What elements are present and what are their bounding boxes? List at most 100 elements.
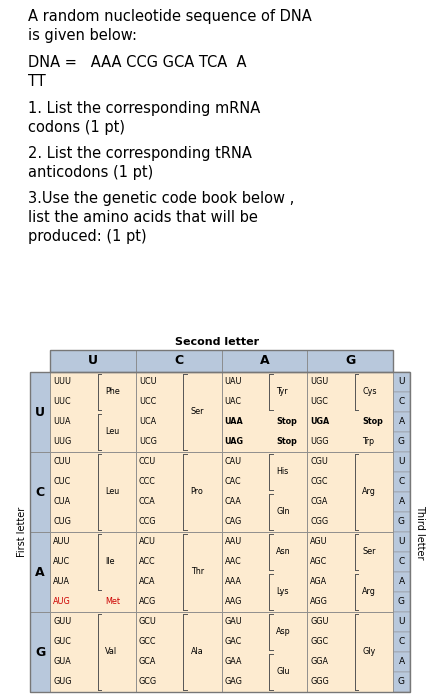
Text: AGC: AGC [310, 557, 328, 566]
Text: Gly: Gly [362, 648, 375, 657]
Text: GCU: GCU [139, 617, 157, 626]
Text: Glu: Glu [276, 668, 290, 676]
Text: Val: Val [105, 648, 117, 657]
Text: UCA: UCA [139, 417, 156, 426]
Text: UCG: UCG [139, 438, 157, 447]
Bar [221, 372, 307, 452]
Text: GUA: GUA [53, 657, 71, 666]
Bar [393, 472, 410, 492]
Text: AAA: AAA [224, 578, 241, 587]
Bar [50, 612, 136, 692]
Bar [136, 612, 221, 692]
Text: U: U [398, 617, 405, 626]
Text: Ala: Ala [191, 648, 204, 657]
Text: Leu: Leu [105, 487, 119, 496]
Text: UUC: UUC [53, 398, 71, 407]
Text: A: A [398, 498, 404, 507]
Bar [393, 412, 410, 432]
Text: CUU: CUU [53, 458, 71, 466]
Text: C: C [398, 638, 404, 647]
Text: Trp: Trp [362, 438, 374, 447]
Text: ACC: ACC [139, 557, 155, 566]
Text: GGU: GGU [310, 617, 329, 626]
Bar [221, 452, 307, 532]
Text: Stop: Stop [276, 438, 297, 447]
Text: CCC: CCC [139, 477, 156, 486]
Text: codons (1 pt): codons (1 pt) [28, 120, 125, 135]
Text: anticodons (1 pt): anticodons (1 pt) [28, 165, 153, 180]
Text: Thr: Thr [191, 568, 204, 577]
Text: 3.Use the genetic code book below ,: 3.Use the genetic code book below , [28, 191, 294, 206]
Text: UCU: UCU [139, 377, 156, 386]
Text: TT: TT [28, 74, 46, 89]
Text: A: A [260, 354, 269, 368]
Text: UUU: UUU [53, 377, 71, 386]
Bar [393, 592, 410, 612]
Bar [30, 372, 410, 692]
Text: UGC: UGC [310, 398, 328, 407]
Text: U: U [398, 458, 405, 466]
Text: GAC: GAC [224, 638, 242, 647]
Text: GAU: GAU [224, 617, 242, 626]
Text: UUA: UUA [53, 417, 70, 426]
Text: AAU: AAU [224, 538, 242, 547]
Text: G: G [398, 438, 405, 447]
Text: A random nucleotide sequence of DNA: A random nucleotide sequence of DNA [28, 9, 312, 24]
Bar [393, 452, 410, 472]
Bar [393, 492, 410, 512]
Text: GGA: GGA [310, 657, 328, 666]
Text: G: G [398, 598, 405, 606]
Bar [307, 452, 393, 532]
Text: 1. List the corresponding mRNA: 1. List the corresponding mRNA [28, 101, 260, 116]
Bar [393, 392, 410, 412]
Text: is given below:: is given below: [28, 28, 137, 43]
Bar [136, 350, 221, 372]
Text: C: C [398, 477, 404, 486]
Bar [30, 612, 50, 692]
Text: GAA: GAA [224, 657, 242, 666]
Text: AGU: AGU [310, 538, 328, 547]
Text: AUA: AUA [53, 578, 70, 587]
Text: UUG: UUG [53, 438, 71, 447]
Text: Arg: Arg [362, 487, 376, 496]
Text: AUU: AUU [53, 538, 70, 547]
Text: A: A [398, 657, 404, 666]
Bar [393, 612, 410, 632]
Text: Arg: Arg [362, 587, 376, 596]
Text: Met: Met [105, 598, 120, 606]
Bar [30, 452, 50, 532]
Text: UAA: UAA [224, 417, 243, 426]
Text: UAG: UAG [224, 438, 243, 447]
Bar [221, 532, 307, 612]
Bar [136, 532, 221, 612]
Text: G: G [398, 678, 405, 687]
Text: CCG: CCG [139, 517, 156, 526]
Text: UGU: UGU [310, 377, 329, 386]
Text: AUC: AUC [53, 557, 70, 566]
Text: UGG: UGG [310, 438, 329, 447]
Text: CAU: CAU [224, 458, 242, 466]
Bar [50, 350, 136, 372]
Text: Pro: Pro [191, 487, 204, 496]
Bar [393, 552, 410, 572]
Bar [136, 452, 221, 532]
Text: ACU: ACU [139, 538, 156, 547]
Text: CUA: CUA [53, 498, 70, 507]
Text: CGC: CGC [310, 477, 328, 486]
Bar [221, 350, 307, 372]
Text: GUU: GUU [53, 617, 71, 626]
Bar [307, 350, 393, 372]
Text: C: C [398, 557, 404, 566]
Bar [307, 612, 393, 692]
Bar [30, 372, 50, 452]
Text: GCA: GCA [139, 657, 156, 666]
Text: Second letter: Second letter [175, 337, 259, 347]
Bar [393, 372, 410, 392]
Bar [50, 372, 136, 452]
Bar [30, 532, 50, 612]
Text: A: A [398, 417, 404, 426]
Bar [393, 652, 410, 672]
Text: CGA: CGA [310, 498, 328, 507]
Text: A: A [398, 578, 404, 587]
Text: Asp: Asp [276, 627, 291, 636]
